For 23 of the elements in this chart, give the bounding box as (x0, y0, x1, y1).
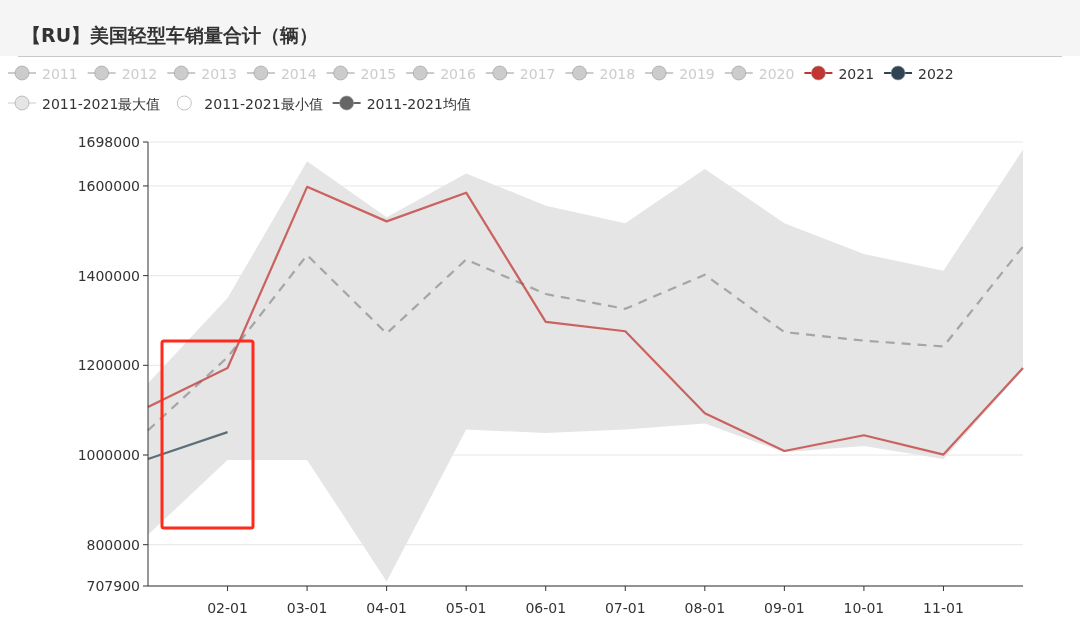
legend-label: 2011-2021均值 (366, 95, 471, 112)
x-tick-label: 10-01 (843, 600, 885, 616)
legend-label: 2022 (918, 65, 954, 82)
legend-label: 2011-2021最小值 (204, 95, 323, 112)
x-tick-label: 07-01 (604, 600, 646, 616)
y-tick-label: 1000000 (77, 447, 140, 464)
x-tick-label: 05-01 (445, 600, 487, 616)
x-tick-label: 02-01 (207, 600, 248, 616)
x-tick-label: 11-01 (923, 600, 964, 616)
y-tick-label: 1600000 (77, 177, 140, 194)
x-tick-label: 09-01 (764, 600, 805, 616)
y-tick-label: 800000 (86, 536, 140, 553)
y-tick-label: 1698000 (77, 134, 140, 150)
chart-title: 【RU】美国轻型车销量合计（辆） (22, 24, 319, 46)
y-tick-label: 1400000 (77, 267, 140, 284)
y-tick-label: 1200000 (77, 357, 140, 374)
x-tick-label: 06-01 (525, 600, 567, 616)
x-tick-label: 08-01 (684, 600, 726, 616)
x-tick-label: 03-01 (286, 600, 328, 616)
legend-label: 2011-2021最大值 (42, 95, 161, 112)
y-tick-label: 707900 (86, 578, 140, 594)
legend-label: 2021 (838, 65, 875, 82)
x-tick-label: 04-01 (366, 600, 407, 616)
